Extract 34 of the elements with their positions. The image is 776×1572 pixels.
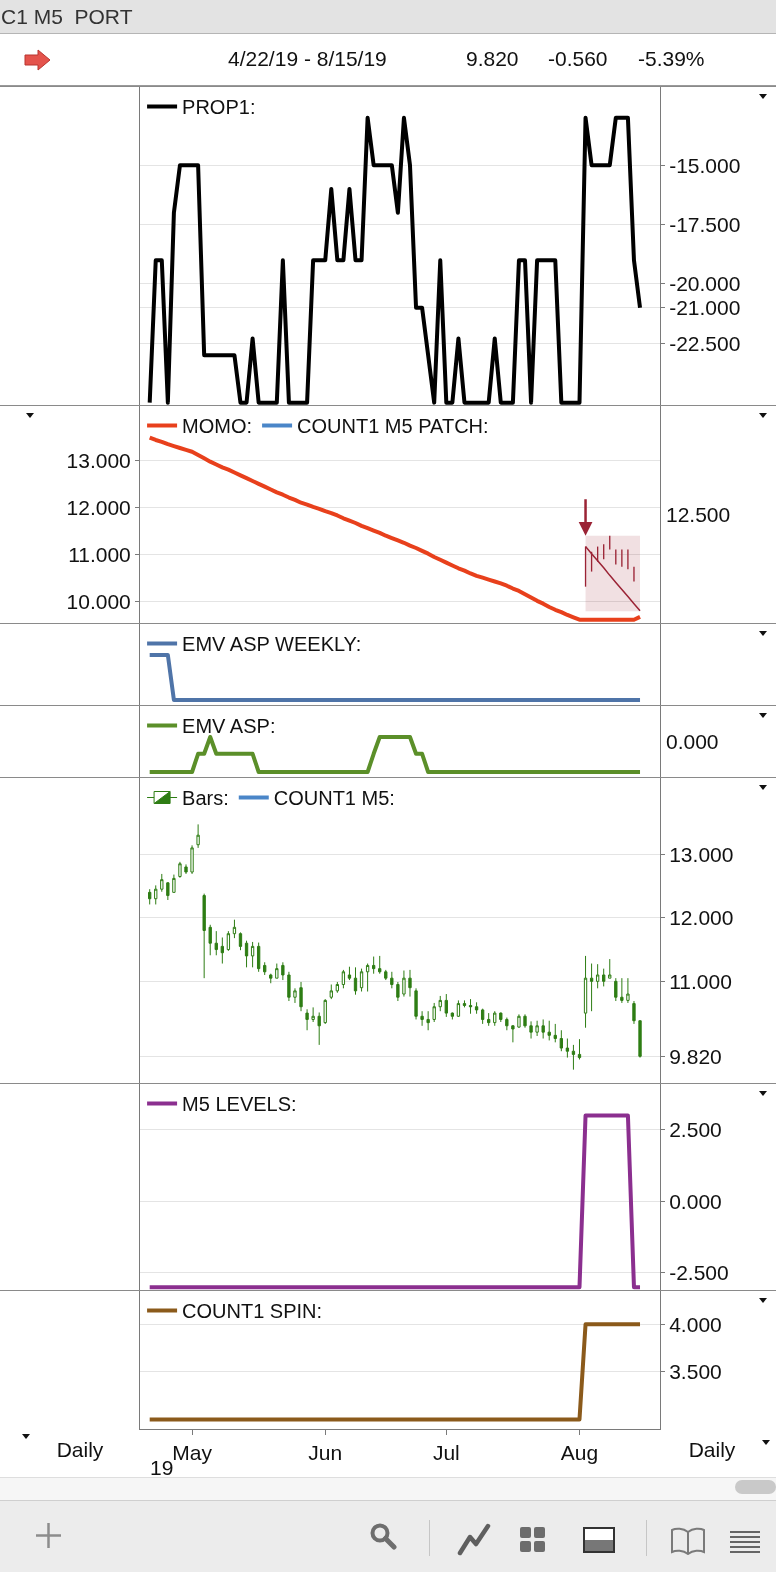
text: Daily bbox=[56, 1438, 104, 1461]
text: C1 M5 PORT bbox=[1, 5, 133, 29]
y-tick-label: 0.000 bbox=[669, 1189, 722, 1213]
text: -0.560 bbox=[548, 47, 608, 71]
legend-label: MOMO: bbox=[182, 415, 253, 438]
text: 12.500 bbox=[666, 503, 731, 526]
x-tick-label: Jun bbox=[308, 1441, 343, 1465]
y-tick-label: 12.000 bbox=[669, 906, 734, 930]
legend-label: COUNT1 SPIN: bbox=[182, 1300, 323, 1323]
y-tick-label: 4.000 bbox=[669, 1312, 722, 1336]
text: -5.39% bbox=[638, 47, 705, 71]
text: Daily bbox=[688, 1438, 736, 1461]
y-tick-label: 13.000 bbox=[669, 842, 734, 866]
y-tick-label: 13.000 bbox=[66, 448, 131, 472]
y-tick-label: 2.500 bbox=[669, 1118, 722, 1142]
legend-label: COUNT1 M5 PATCH: bbox=[297, 415, 489, 438]
legend-label: EMV ASP: bbox=[182, 715, 276, 738]
y-tick-label: 12.000 bbox=[66, 495, 131, 519]
y-tick-label: 10.000 bbox=[66, 590, 131, 614]
y-tick-label: -2.500 bbox=[669, 1261, 729, 1285]
legend-label: Bars: bbox=[182, 787, 229, 810]
legend-label: COUNT1 M5: bbox=[273, 787, 395, 810]
y-tick-label: 3.500 bbox=[669, 1360, 722, 1384]
y-tick-label: 9.820 bbox=[669, 1044, 722, 1068]
legend-label: EMV ASP WEEKLY: bbox=[182, 633, 362, 656]
text: 19 bbox=[150, 1456, 174, 1479]
x-tick-label: Jul bbox=[432, 1441, 460, 1465]
text: 9.820 bbox=[466, 47, 519, 71]
y-tick-label: 11.000 bbox=[669, 969, 732, 993]
legend-label: M5 LEVELS: bbox=[182, 1093, 297, 1116]
text: 4/22/19 - 8/15/19 bbox=[228, 47, 387, 71]
x-tick-label: Aug bbox=[560, 1441, 599, 1465]
x-tick-label: May bbox=[172, 1441, 213, 1465]
y-tick-label: 11.000 bbox=[68, 542, 131, 566]
